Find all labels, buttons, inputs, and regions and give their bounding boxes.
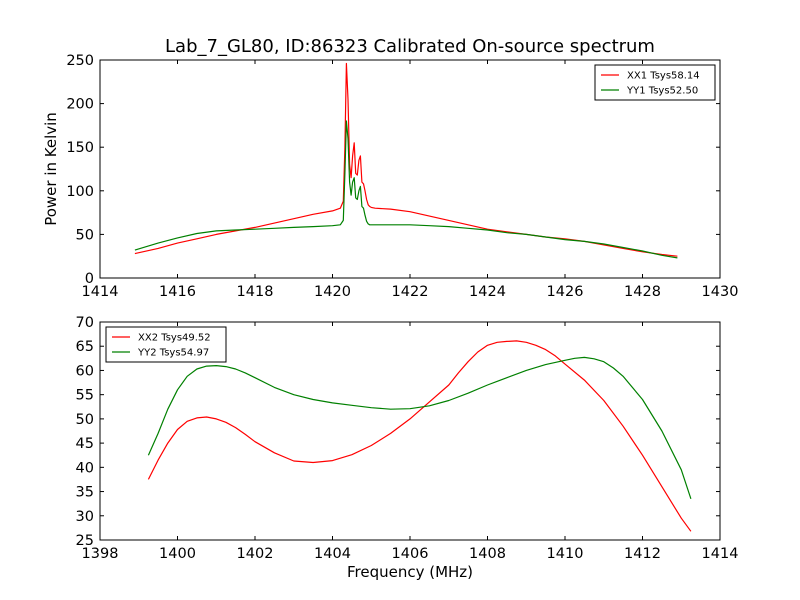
x-tick-label: 1424: [469, 284, 506, 300]
chart-title: Lab_7_GL80, ID:86323 Calibrated On-sourc…: [165, 36, 655, 57]
y-tick-label: 65: [76, 339, 94, 355]
series-line-2: [147, 356, 692, 499]
x-tick-label: 1406: [392, 546, 429, 562]
x-tick-label: 1412: [624, 546, 661, 562]
legend-label: YY1 Tsys52.50: [626, 86, 698, 97]
y-tick-label: 200: [66, 97, 94, 113]
subplot-1: 1414 1416 1418 1420 1422 1424 1426 1428 1430 0 50 1…: [42, 36, 738, 300]
x-tick-label: 1398: [82, 546, 119, 562]
x-axis-label: Frequency (MHz): [347, 563, 473, 581]
y-tick-label: 70: [76, 315, 94, 331]
legend-box: [105, 326, 227, 363]
x-tick-label: 1428: [624, 284, 661, 300]
x-tick-label: 1430: [702, 284, 739, 300]
y-tick-label: 50: [76, 412, 94, 428]
y-tick-label: 150: [66, 140, 94, 156]
x-tick-label: 1422: [392, 284, 429, 300]
y-tick-label: 0: [85, 271, 94, 287]
series-line-2: [134, 120, 678, 259]
legend-label: XX2 Tsys49.52: [138, 333, 211, 344]
legend-label: YY2 Tsys54.97: [137, 348, 209, 359]
y-tick-label: 100: [66, 184, 94, 200]
y-axis-label: Power in Kelvin: [42, 112, 60, 226]
y-tick-label: 60: [76, 363, 94, 379]
legend-box: [594, 64, 716, 101]
y-tick-label: 50: [76, 227, 94, 243]
x-tick-label: 1410: [547, 546, 584, 562]
y-tick-label: 250: [66, 53, 94, 69]
y-tick-label: 45: [76, 436, 94, 452]
x-tick-label: 1404: [314, 546, 351, 562]
y-tick-label: 25: [76, 533, 94, 549]
x-tick-label: 1420: [314, 284, 351, 300]
x-tick-label: 1426: [547, 284, 584, 300]
x-tick-label: 1416: [159, 284, 196, 300]
subplot-2: 1398 1400 1402 1404 1406 1408 1410 1412 1414 25 30…: [76, 315, 739, 581]
legend-label: XX1 Tsys58.14: [627, 71, 700, 82]
y-tick-label: 30: [76, 509, 94, 525]
y-tick-label: 40: [76, 460, 94, 476]
x-tick-label: 1400: [159, 546, 196, 562]
y-tick-label: 35: [76, 485, 94, 501]
x-tick-label: 1402: [237, 546, 274, 562]
x-tick-label: 1418: [237, 284, 274, 300]
legend: XX1 Tsys58.14 YY1 Tsys52.50: [594, 64, 716, 101]
x-tick-label: 1414: [702, 546, 739, 562]
y-tick-label: 55: [76, 388, 94, 404]
x-tick-label: 1414: [82, 284, 119, 300]
x-tick-label: 1408: [469, 546, 506, 562]
legend: XX2 Tsys49.52 YY2 Tsys54.97: [105, 326, 227, 363]
series-line-1: [147, 340, 692, 532]
